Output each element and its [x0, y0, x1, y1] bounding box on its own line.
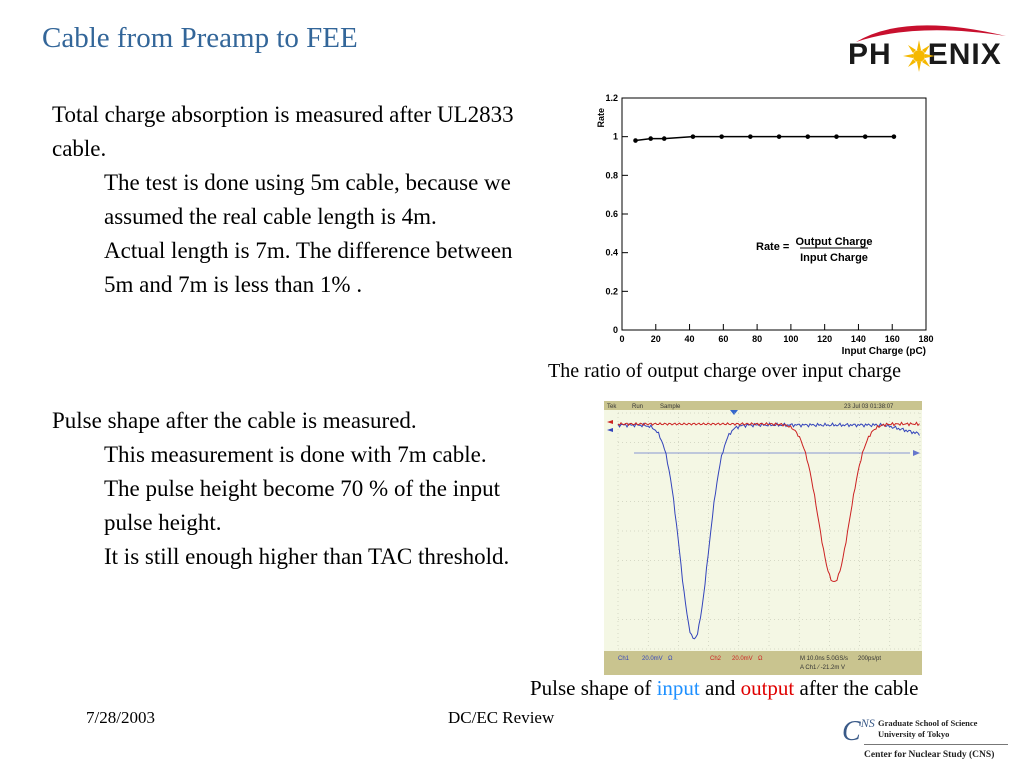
data-point: [891, 134, 897, 139]
data-point: [776, 134, 782, 139]
y-tick-label: 0.2: [605, 286, 618, 296]
logo-wordmark: PH ENIX: [848, 38, 1002, 72]
x-tick-label: 20: [651, 334, 661, 344]
cns-line2: University of Tokyo: [878, 729, 950, 739]
scope-ch1-scale: 20.0mV: [642, 656, 663, 662]
scope-trigger: A Ch1 ⁄ -21.2m V: [800, 665, 845, 671]
cns-logo: CNS Graduate School of Science Universit…: [840, 714, 1010, 768]
x-tick-label: 40: [685, 334, 695, 344]
slide-title: Cable from Preamp to FEE: [42, 22, 358, 54]
formula-denominator: Input Charge: [800, 252, 868, 264]
bullet-sub: This measurement is done with 7m cable.: [104, 442, 487, 467]
trigger-level-icon: [913, 450, 920, 456]
phenix-logo: PH ENIX: [836, 18, 1012, 78]
ch2-marker-icon: [607, 420, 613, 424]
scope-ch1-label: Ch1: [618, 656, 630, 662]
logo-text-right: ENIX: [927, 38, 1002, 71]
caption-and: and: [699, 676, 741, 700]
scope-ch2-ohm: Ω: [758, 656, 763, 662]
bullet-main: Pulse shape after the cable is measured.: [52, 408, 417, 433]
caption-input: input: [656, 676, 700, 700]
plot-frame: [621, 97, 927, 331]
trigger-marker-icon: [730, 410, 738, 415]
bullet-sub: It is still enough higher than TAC thres…: [104, 544, 510, 569]
caption-pre: Pulse shape of: [530, 676, 657, 700]
footer-date: 7/28/2003: [86, 708, 155, 727]
scope-footer-bar: [604, 651, 922, 675]
data-point: [862, 134, 868, 139]
scope-caption: Pulse shape of input and output after th…: [530, 676, 918, 701]
x-tick-label: 180: [918, 334, 933, 344]
x-tick-label: 60: [718, 334, 728, 344]
rate-chart: Rate Input Charge (pC) Rate = Output Cha…: [596, 93, 934, 357]
output-trace: [617, 421, 920, 583]
scope-timebase: M 10.0ns 5.0GS/s: [800, 656, 848, 662]
scope-header-bar: [604, 401, 922, 410]
scope-ch2-scale: 20.0mV: [732, 656, 753, 662]
x-tick-label: 160: [885, 334, 900, 344]
data-point: [719, 134, 724, 139]
caption-output: output: [740, 676, 795, 700]
scope-ch2-label: Ch2: [710, 656, 722, 662]
cns-line1: Graduate School of Science: [878, 718, 978, 728]
cns-mark-ns: NS: [860, 716, 875, 730]
data-point: [661, 136, 667, 141]
scope-header-sample: Sample: [660, 404, 681, 410]
x-axis-label: Input Charge (pC): [842, 346, 926, 357]
x-tick-label: 120: [817, 334, 832, 344]
caption-post: after the cable: [794, 676, 919, 700]
logo-text-left: PH: [848, 38, 892, 71]
scope-background: [604, 401, 922, 675]
sun-icon: [903, 40, 935, 72]
y-tick-label: 0: [613, 325, 618, 335]
scope-ch1-ohm: Ω: [668, 656, 673, 662]
rate-formula: Rate = Output Charge Input Charge: [756, 236, 873, 264]
data-point: [748, 134, 753, 139]
cns-mark-c: C: [842, 716, 861, 747]
y-axis-label: Rate: [596, 108, 606, 128]
data-point: [690, 134, 696, 139]
bullet-sub: Actual length is 7m. The difference betw…: [104, 238, 513, 297]
bullet-sub: The pulse height become 70 % of the inpu…: [104, 476, 501, 535]
data-point: [633, 138, 638, 143]
logo-arc-icon: [856, 25, 1006, 42]
scope-header-run: Run: [632, 404, 643, 410]
bullet-main: Total charge absorption is measured afte…: [52, 102, 514, 161]
ch1-marker-icon: [607, 428, 613, 432]
x-tick-label: 80: [752, 334, 762, 344]
y-tick-label: 0.4: [605, 248, 618, 258]
scope-header-date: 23 Jul 03 01:38:07: [844, 404, 894, 410]
x-tick-label: 100: [783, 334, 798, 344]
text-block-pulse: Pulse shape after the cable is measured.…: [52, 404, 542, 574]
text-block-charge: Total charge absorption is measured afte…: [52, 98, 542, 302]
y-tick-label: 0.8: [605, 170, 618, 180]
x-tick-label: 140: [851, 334, 866, 344]
data-point: [805, 134, 811, 139]
bullet-sub: The test is done using 5m cable, because…: [104, 170, 511, 229]
formula-left: Rate =: [756, 241, 789, 253]
oscilloscope-screen: Tek Run Sample 23 Jul 03 01:38:07 Ch1 20…: [604, 401, 922, 675]
y-tick-label: 1.2: [605, 93, 618, 103]
y-tick-label: 0.6: [605, 209, 618, 219]
cns-line3: Center for Nuclear Study (CNS): [864, 750, 995, 760]
chart-caption: The ratio of output charge over input ch…: [548, 360, 902, 382]
y-tick-label: 1: [613, 132, 618, 142]
scope-points: 200ps/pt: [858, 656, 881, 662]
data-point: [834, 134, 839, 139]
scope-header-tek: Tek: [607, 404, 617, 410]
cns-mark: CNS: [842, 716, 875, 748]
cns-divider: [864, 744, 1008, 745]
footer-center: DC/EC Review: [448, 708, 555, 727]
x-tick-label: 0: [619, 334, 624, 344]
data-point: [648, 136, 654, 141]
formula-numerator: Output Charge: [796, 236, 873, 248]
